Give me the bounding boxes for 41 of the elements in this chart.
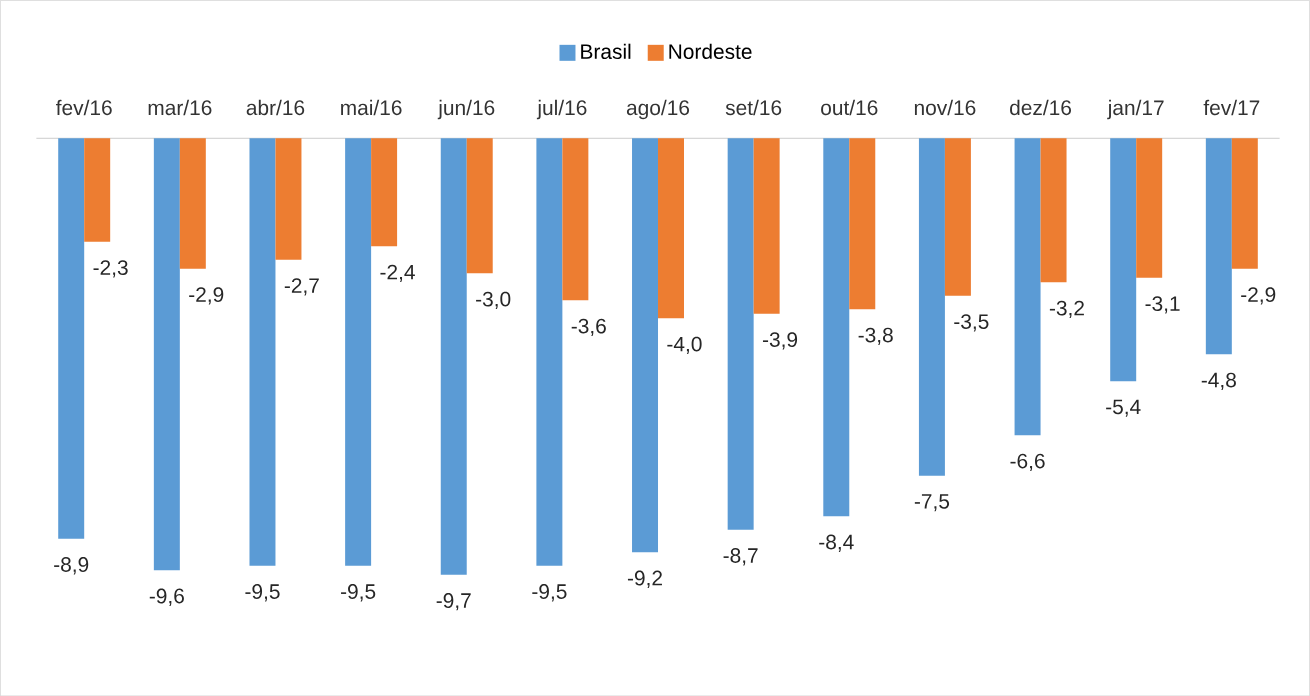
data-label: -3,1 xyxy=(1145,295,1180,314)
data-label: -9,5 xyxy=(341,583,376,602)
x-tick-label: jul/16 xyxy=(536,99,587,120)
x-tick-label: nov/16 xyxy=(914,99,976,115)
data-label: -3,2 xyxy=(1049,300,1084,318)
data-label: -2,9 xyxy=(1241,287,1276,305)
x-tick-label: dez/16 xyxy=(1010,99,1072,115)
x-tick-label: abr/16 xyxy=(246,99,305,115)
data-label: -4,0 xyxy=(667,336,702,354)
data-label: -2,9 xyxy=(189,287,224,305)
data-label: -4,8 xyxy=(1201,372,1236,390)
x-tick-label: mar/16 xyxy=(148,99,212,115)
data-label: -7,5 xyxy=(914,493,950,512)
data-label: -8,9 xyxy=(54,556,89,575)
data-label: -8,4 xyxy=(819,534,854,552)
data-label: -2,7 xyxy=(284,278,319,296)
legend-label: Nordeste xyxy=(669,43,752,59)
data-label: -9,7 xyxy=(436,592,471,611)
x-tick-label: fev/17 xyxy=(1203,99,1260,115)
data-label: -3,5 xyxy=(954,313,989,332)
x-tick-label: jan/17 xyxy=(1107,99,1164,120)
data-label: -6,6 xyxy=(1010,453,1045,471)
data-label: -9,5 xyxy=(532,583,567,602)
data-label: -9,2 xyxy=(627,570,662,588)
data-label: -9,5 xyxy=(245,583,280,602)
data-label: -3,0 xyxy=(476,291,511,309)
x-tick-label: ago/16 xyxy=(626,99,690,120)
legend-label: Brasil xyxy=(581,43,631,59)
x-tick-label: fev/16 xyxy=(56,99,112,115)
data-label: -2,3 xyxy=(93,260,128,278)
data-label: -9,6 xyxy=(149,588,184,606)
data-label: -2,4 xyxy=(380,264,415,282)
data-label: -5,4 xyxy=(1106,399,1141,417)
data-label: -3,8 xyxy=(858,327,893,345)
data-label: -3,6 xyxy=(571,318,606,336)
data-label: -3,9 xyxy=(762,331,798,350)
x-tick-label: set/16 xyxy=(725,99,782,115)
x-tick-label: jun/16 xyxy=(437,99,495,120)
data-label: -8,7 xyxy=(723,547,758,566)
x-tick-label: mai/16 xyxy=(341,99,402,115)
x-tick-label: out/16 xyxy=(821,99,878,115)
